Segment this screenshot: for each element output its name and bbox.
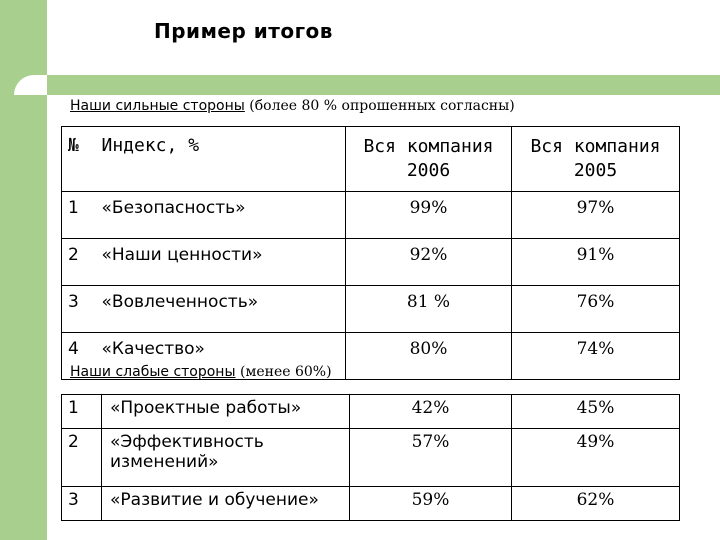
row-index-name: «Безопасность»	[97, 191, 346, 239]
row-index-name: «Наши ценности»	[97, 238, 346, 286]
row-value-2005: 97%	[511, 191, 680, 239]
row-value-2005: 62%	[511, 486, 680, 521]
row-index-name: «Вовлеченность»	[97, 285, 346, 333]
row-value-2005: 45%	[511, 394, 680, 429]
divider-corner-notch	[14, 75, 47, 95]
weaknesses-heading-line: Наши слабые стороны (менее 60%)	[70, 364, 332, 380]
strengths-heading-line: Наши сильные стороны (более 80 % опрошен…	[70, 98, 515, 114]
column-header-2006: Вся компания 2006	[345, 126, 512, 192]
row-value-2006: 92%	[345, 238, 512, 286]
weaknesses-note: (менее 60%)	[239, 364, 332, 380]
row-number: 2	[61, 238, 98, 286]
table-row: 2 «Наши ценности» 92% 91%	[61, 238, 680, 286]
row-value-2006: 42%	[349, 394, 512, 429]
row-value-2006: 81 %	[345, 285, 512, 333]
strengths-table: № Индекс, % Вся компания 2006 Вся компан…	[61, 126, 680, 380]
table-header-row: № Индекс, % Вся компания 2006 Вся компан…	[61, 126, 680, 192]
row-value-2005: 91%	[511, 238, 680, 286]
row-number: 3	[61, 486, 102, 521]
header-divider-bar	[47, 75, 720, 95]
row-number: 2	[61, 428, 102, 487]
row-index-name: «Проектные работы»	[101, 394, 350, 429]
table-row: 4 «Качество» 80% 74%	[61, 332, 680, 380]
row-value-2006: 59%	[349, 486, 512, 521]
table-row: 3 «Вовлеченность» 81 % 76%	[61, 285, 680, 333]
slide-title: Пример итогов	[154, 19, 333, 43]
row-index-name: «Качество»	[97, 332, 346, 380]
row-number: 1	[61, 191, 98, 239]
table-row: 1 «Проектные работы» 42% 45%	[62, 394, 680, 429]
row-number: 4	[61, 332, 98, 380]
row-value-2005: 74%	[511, 332, 680, 380]
row-index-name: «Развитие и обучение»	[101, 486, 350, 521]
strengths-heading: Наши сильные стороны	[70, 98, 245, 114]
row-value-2006: 99%	[345, 191, 512, 239]
table-row: 1 «Безопасность» 99% 97%	[61, 191, 680, 239]
strengths-note: (более 80 % опрошенных согласны)	[249, 98, 515, 114]
row-index-name: «Эффективность изменений»	[101, 428, 350, 487]
row-number: 1	[68, 398, 79, 418]
table-row: 2 «Эффективность изменений» 57% 49%	[61, 428, 680, 487]
row-value-2005: 49%	[511, 428, 680, 487]
weaknesses-table: 1 «Проектные работы» 42% 45% 2 «Эффектив…	[61, 394, 680, 521]
weaknesses-heading: Наши слабые стороны	[70, 364, 236, 380]
column-header-2005: Вся компания 2005	[511, 126, 680, 192]
row-value-2006: 80%	[345, 332, 512, 380]
row-value-2006: 57%	[349, 428, 512, 487]
column-header-number: №	[61, 126, 98, 192]
row-number: 3	[61, 285, 98, 333]
row-value-2005: 76%	[511, 285, 680, 333]
column-header-index: Индекс, %	[97, 126, 346, 192]
table-row: 3 «Развитие и обучение» 59% 62%	[61, 486, 680, 521]
